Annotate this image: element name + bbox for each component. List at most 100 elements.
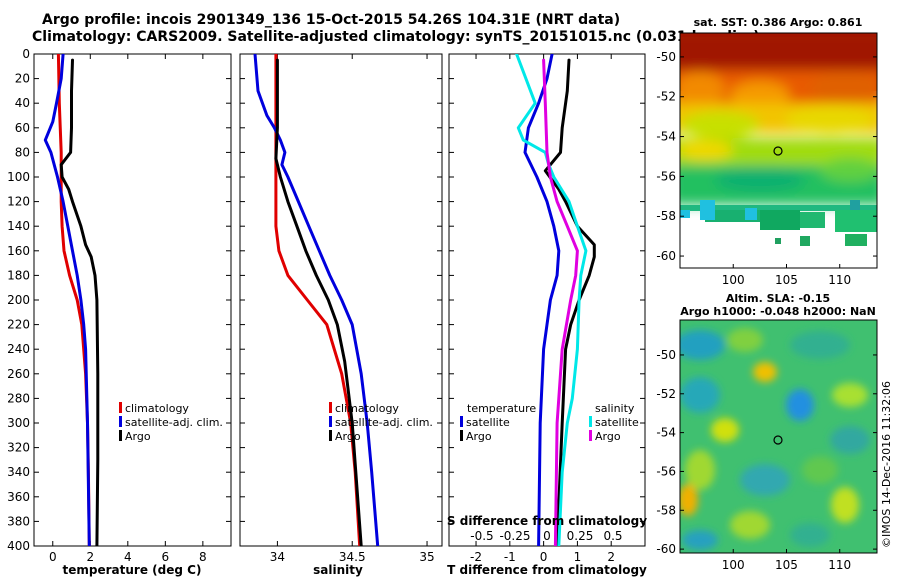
- depth-tick-label: 240: [7, 342, 30, 356]
- depth-tick-label: 300: [7, 416, 30, 430]
- sst-argo-marker: [773, 146, 783, 156]
- legend-temperature-title: temperature: [467, 402, 536, 415]
- depth-tick-label: 0: [22, 47, 30, 61]
- difference-x-axis: -2 -1 0 1 2: [470, 54, 615, 564]
- series-line-argo: [59, 58, 100, 546]
- x-tick-label: -1: [504, 550, 516, 564]
- imos-watermark: ©IMOS 14-Dec-2016 11:32:06: [880, 381, 893, 548]
- legend-argo-label: Argo: [335, 430, 361, 443]
- difference-top-xlabel: S difference from climatology: [447, 514, 647, 528]
- series-line-satellite-adj-clim-: [43, 54, 91, 546]
- x-tick-label: 8: [199, 550, 207, 564]
- legend-t-satellite-swatch: [460, 416, 463, 427]
- x-tick-label: 34: [270, 550, 285, 564]
- x-tick-label: -2: [470, 550, 482, 564]
- x-tick-label: 0: [49, 550, 57, 564]
- map-lon-label: 110: [828, 273, 851, 287]
- map-lat-label: -58: [656, 209, 676, 223]
- x-tick-label: 34.5: [339, 550, 366, 564]
- legend-t-argo-swatch: [460, 430, 463, 441]
- depth-tick-label: 60: [15, 121, 30, 135]
- map-lat-label: -60: [656, 249, 676, 263]
- map-lon-label: 105: [775, 273, 798, 287]
- s-tick: 0.25: [567, 529, 594, 543]
- depth-tick-label: 120: [7, 195, 30, 209]
- salinity-x-axis: 34 34.5 35: [270, 54, 435, 564]
- legend-argo-swatch: [119, 430, 122, 441]
- series-line-t-argo: [543, 58, 596, 546]
- depth-tick-label: 180: [7, 268, 30, 282]
- depth-tick-label: 20: [15, 72, 30, 86]
- map-lat-label: -58: [656, 503, 676, 517]
- depth-tick-label: 400: [7, 539, 30, 553]
- legend-climatology-label: climatology: [335, 402, 399, 415]
- sla-argo-marker: [773, 435, 783, 445]
- x-tick-label: 35: [419, 550, 434, 564]
- depth-tick-label: 40: [15, 96, 30, 110]
- salinity-xlabel: salinity: [313, 563, 363, 577]
- sst-map-image: [680, 33, 877, 268]
- sst-map-axes: 100 105 110 -50 -52 -54 -56 -58 -60: [656, 50, 877, 287]
- depth-tick-label: 260: [7, 367, 30, 381]
- temperature-plot-area: [33, 53, 232, 547]
- s-tick: -0.25: [499, 529, 530, 543]
- sla-map-panel: Altim. SLA: -0.15 Argo h1000: -0.048 h20…: [656, 292, 878, 572]
- depth-axis: 0 20 40 60 80 100 120 140 160 180 200 220 240 260 280 3…: [7, 47, 231, 553]
- legend-argo-label: Argo: [125, 430, 151, 443]
- salinity-depth-ticks: [240, 53, 442, 547]
- difference-panel: -2 -1 0 1 2 T difference from climatology S …: [447, 53, 647, 577]
- difference-legend: temperature satellite Argo salinity sate…: [460, 402, 639, 443]
- sst-map-title: sat. SST: 0.386 Argo: 0.861: [694, 16, 863, 29]
- map-lat-label: -50: [656, 348, 676, 362]
- legend-s-argo-swatch: [589, 430, 592, 441]
- map-lat-label: -56: [656, 464, 676, 478]
- s-tick: 0.5: [603, 529, 622, 543]
- depth-tick-label: 220: [7, 318, 30, 332]
- legend-argo-swatch: [329, 430, 332, 441]
- legend-climatology-swatch: [329, 402, 332, 413]
- sla-map-title-2: Argo h1000: -0.048 h2000: NaN: [680, 305, 876, 318]
- x-tick-label: 4: [124, 550, 132, 564]
- legend-salinity-title: salinity: [595, 402, 635, 415]
- sla-map-frame: [679, 319, 878, 554]
- temperature-legend: climatology satellite-adj. clim. Argo: [119, 402, 223, 443]
- series-line-argo: [274, 58, 363, 546]
- difference-lines: [515, 54, 596, 546]
- depth-tick-label: 320: [7, 441, 30, 455]
- temperature-xlabel: temperature (deg C): [63, 563, 202, 577]
- difference-xlabel: T difference from climatology: [447, 563, 647, 577]
- legend-s-argo-label: Argo: [595, 430, 621, 443]
- x-tick-label: 6: [162, 550, 170, 564]
- depth-tick-label: 100: [7, 170, 30, 184]
- map-lat-label: -52: [656, 387, 676, 401]
- salinity-lines: [253, 54, 380, 546]
- legend-climatology-label: climatology: [125, 402, 189, 415]
- temperature-lines: [43, 54, 100, 546]
- sla-map-image: [680, 320, 877, 553]
- map-lon-label: 110: [828, 558, 851, 572]
- map-lat-label: -60: [656, 542, 676, 556]
- map-lon-label: 100: [722, 558, 745, 572]
- legend-satellite-swatch: [119, 416, 122, 427]
- sst-ice-edge: [680, 200, 877, 246]
- map-lon-label: 105: [775, 558, 798, 572]
- sst-map-frame: [679, 32, 878, 269]
- legend-t-satellite-label: satellite: [466, 416, 510, 429]
- salinity-panel: 34 34.5 35 salinity climatology satellite-…: [239, 53, 443, 577]
- map-lat-label: -56: [656, 169, 676, 183]
- map-lat-label: -50: [656, 50, 676, 64]
- title-line-2: Climatology: CARS2009. Satellite-adjuste…: [32, 29, 760, 45]
- depth-tick-label: 280: [7, 391, 30, 405]
- legend-satellite-label: satellite-adj. clim.: [125, 416, 223, 429]
- legend-s-satellite-swatch: [589, 416, 592, 427]
- legend-s-satellite-label: satellite: [595, 416, 639, 429]
- sla-map-axes: 100 105 110 -50 -52 -54 -56 -58 -60: [656, 348, 877, 572]
- salinity-legend: climatology satellite-adj. clim. Argo: [329, 402, 433, 443]
- s-tick: 0: [543, 529, 551, 543]
- series-line-satellite-adj-clim-: [253, 54, 380, 546]
- difference-depth-ticks: [449, 53, 645, 547]
- x-tick-label: 0: [540, 550, 548, 564]
- legend-satellite-swatch: [329, 416, 332, 427]
- legend-satellite-label: satellite-adj. clim.: [335, 416, 433, 429]
